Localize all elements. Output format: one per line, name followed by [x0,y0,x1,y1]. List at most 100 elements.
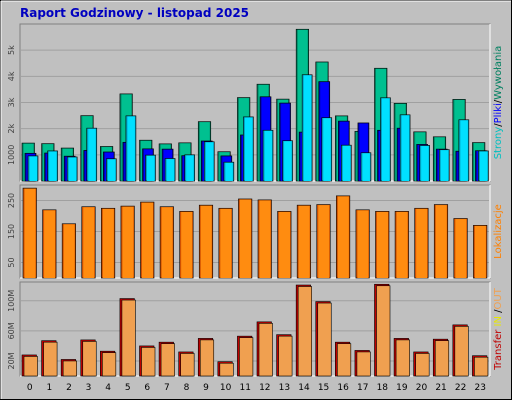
x-tick-label: 0 [27,383,33,393]
lokalizacje-bar-face [396,211,408,278]
y-label-bottom: Transfer IN /OUT [493,287,504,371]
out-bar [62,360,77,377]
y-tick-label: 50 [7,257,16,267]
lokalizacje-bar-face [435,205,447,278]
x-tick-label: 4 [105,383,111,393]
lokalizacje-bar-face [200,205,212,278]
y-label-part: / [493,123,504,127]
wywolania-bar-face [244,117,253,181]
wywolania-bar-face [186,155,194,181]
y-tick-label: 250 [7,193,16,208]
bars-middle [22,187,488,279]
wywolania-bar-face [460,120,468,181]
out-bar [376,285,391,377]
lokalizacje-bar-face [474,225,486,278]
bars-top [21,28,489,182]
out-bar [317,302,332,377]
x-tick-label: 8 [184,383,190,393]
bars-bottom [21,283,489,377]
out-bar [141,347,156,377]
y-label-part: IN [493,316,504,326]
out-bar [121,299,136,377]
out-bar [258,323,273,377]
lokalizacje-bar-face [122,206,134,278]
y-tick-label: 20M [7,352,16,369]
y-label-middle: Lokalizacje [493,204,504,259]
x-tick-label: 17 [357,383,368,393]
panel-bottom: 20M 60M 100M Transfer IN /OUT [7,281,504,377]
lokalizacje-bar-face [161,207,173,278]
out-bar [395,339,410,377]
out-bar [102,352,117,377]
out-bar [239,337,254,377]
plot-area-bottom [19,281,491,377]
y-tick-label: 100M [7,290,16,312]
lokalizacje-bar-face [239,199,251,278]
wywolania-bar-face [127,116,135,181]
out-bar [82,341,97,377]
panel-middle: 50 150 250 Lokalizacje [7,184,504,279]
y-tick-label: 60M [7,322,16,339]
lokalizacje-bar-face [298,205,310,278]
wywolania-bar-face [440,150,449,181]
wywolania-bar-face [166,159,175,181]
wywolania-bar-face [382,98,390,181]
lokalizacje-bar-face [318,205,330,278]
x-axis-hour-labels: 0 1 2 3 4 5 6 7 8 9 10 11 12 13 14 15 16 17 18 19 20 21 22 23 [27,383,486,393]
x-tick-label: 14 [298,383,310,393]
x-tick-label: 10 [220,383,232,393]
out-bar [297,286,312,377]
out-bar [434,340,450,377]
lokalizacje-bar-face [142,202,153,278]
y-tick-label: 2k [7,123,16,133]
lokalizacje-bar-face [377,211,388,278]
out-bar [23,356,38,377]
lokalizacje-bar-face [337,196,349,278]
wywolania-bar-face [68,157,77,181]
y-label-part: OUT [493,287,504,309]
x-tick-label: 23 [474,383,485,393]
y-tick-label: 5k [7,45,16,55]
wywolania-bar-face [303,75,312,181]
lokalizacje-bar-face [455,219,467,278]
lokalizacje-bar-face [181,211,193,278]
y-tick-label: 1000 [7,145,16,165]
y-label-part: Transfer [493,329,504,371]
y-label-part: Pliki [493,103,504,123]
y-tick-label: 150 [7,224,16,239]
out-bar [415,353,430,377]
x-tick-label: 20 [416,383,428,393]
x-tick-label: 3 [86,383,92,393]
x-tick-label: 15 [318,383,329,393]
wywolania-bar-face [323,118,331,181]
out-bar [337,343,352,377]
x-tick-label: 21 [435,383,446,393]
out-bar [356,351,371,377]
x-tick-label: 12 [259,383,270,393]
lokalizacje-bar-face [279,211,291,278]
wywolania-bar-face [107,159,116,181]
chart-title: Raport Godzinowy - listopad 2025 [20,6,249,20]
lokalizacje-bar-face [63,224,75,278]
wywolania-bar-face [205,142,214,181]
x-tick-label: 18 [377,383,389,393]
x-tick-label: 19 [396,383,408,393]
lokalizacje-bar-face [83,207,95,278]
y-tick-label: 4k [7,71,16,81]
y-label-part: Lokalizacje [493,204,504,259]
out-bar [278,335,293,377]
out-bar [43,341,58,377]
x-tick-label: 11 [239,383,250,393]
wywolania-bar-face [284,141,292,181]
lokalizacje-bar-face [24,188,36,278]
wywolania-bar-face [29,156,37,181]
lokalizacje-bar-face [44,210,56,278]
x-tick-label: 22 [455,383,466,393]
wywolania-bar-face [362,153,370,181]
x-tick-label: 16 [337,383,349,393]
wywolania-bar-face [264,130,272,181]
y-label-part: Wywołania [493,46,504,100]
